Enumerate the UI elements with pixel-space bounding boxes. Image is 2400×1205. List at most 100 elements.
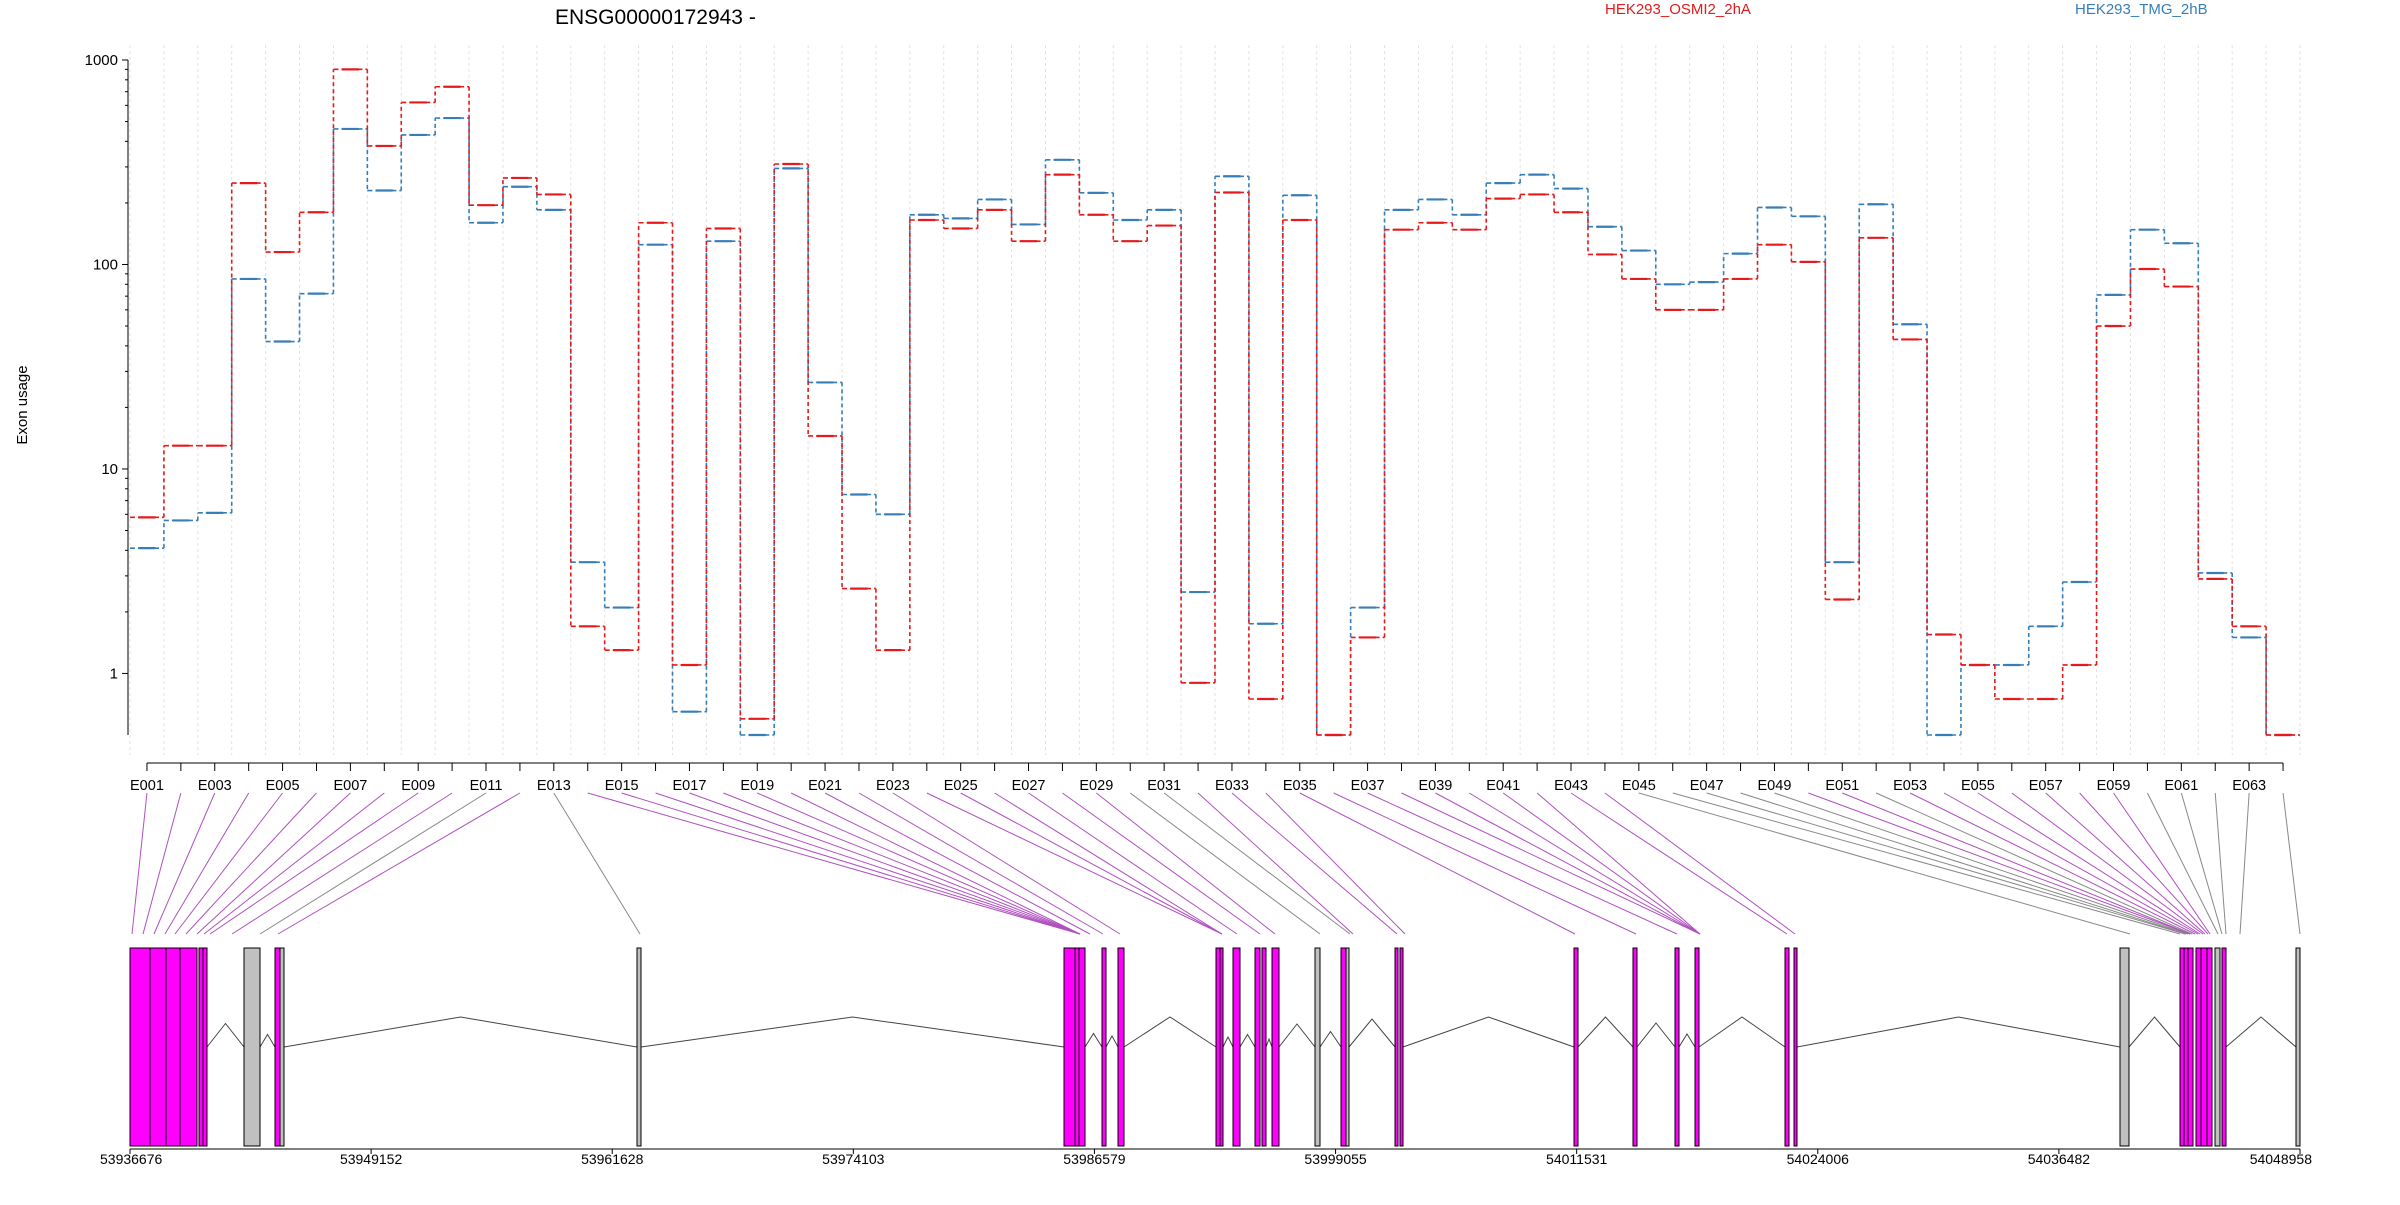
exon-connector (1367, 792, 1678, 935)
exon-connector (1197, 792, 1354, 935)
genomic-tick-label: 53999055 (1304, 1151, 1367, 1167)
genomic-tick-label: 53949152 (340, 1151, 403, 1167)
exon-connector (203, 792, 385, 935)
exon-significant (1793, 947, 1798, 1147)
exon-tick-label: E003 (198, 778, 232, 794)
intron-line (1265, 1037, 1273, 1048)
exon-connector (2282, 792, 2301, 935)
legend-series-1: HEK293_OSMI2_2hA (1605, 1, 1751, 18)
exon-tick-label: E051 (1825, 778, 1859, 794)
intron-line (1239, 1033, 1256, 1048)
y-axis-label: Exon usage (14, 365, 31, 444)
exon-connector (153, 792, 216, 935)
exon-connector (1808, 792, 2191, 935)
exon-connector (209, 792, 419, 935)
exon-connector (1536, 792, 1701, 935)
exon-tick-label: E007 (333, 778, 367, 794)
genomic-tick-label: 54036482 (2028, 1151, 2091, 1167)
exon-tick-label: E015 (605, 778, 639, 794)
genomic-tick-label: 53986579 (1063, 1151, 1126, 1167)
exon-significant (1573, 947, 1579, 1147)
exon-connector (196, 792, 351, 935)
y-tick-label: 1 (110, 665, 118, 682)
exon-tick-label: E027 (1012, 778, 1046, 794)
exon-significant (1340, 947, 1347, 1147)
intron-line (283, 1016, 638, 1048)
genomic-tick-label: 54011531 (1546, 1151, 1607, 1167)
exon-connector (1163, 792, 1351, 935)
exon-connector (790, 792, 1081, 935)
exon-connector (2180, 792, 2223, 935)
exon-not-significant (243, 947, 261, 1147)
exon-tick-label: E005 (266, 778, 300, 794)
intron-line (1348, 1018, 1396, 1048)
genomic-tick-label: 54048958 (2250, 1151, 2313, 1167)
exon-connector (1706, 792, 2186, 935)
intron-line (1636, 1022, 1676, 1048)
exon-connector (1638, 792, 2131, 935)
grid-lines (129, 45, 2301, 755)
exon-significant (1215, 947, 1221, 1147)
exon-significant (1101, 947, 1107, 1147)
exon-not-significant (2214, 947, 2221, 1147)
exon-connector (1469, 792, 1701, 935)
exon-significant (1271, 947, 1280, 1147)
exon-significant (165, 947, 181, 1147)
exon-significant (2187, 947, 2194, 1147)
series-lines (130, 68, 2300, 737)
exon-tick-label: E039 (1418, 778, 1452, 794)
exon-significant (2206, 947, 2213, 1147)
exon-tick-label: E023 (876, 778, 910, 794)
exon-connector (2239, 792, 2250, 935)
exon-connector (1875, 792, 2193, 935)
exon-not-significant (636, 947, 642, 1147)
exon-connector (553, 792, 641, 935)
exon-significant (2195, 947, 2202, 1147)
exon-connector (1943, 792, 2199, 935)
exon-not-significant (279, 947, 285, 1147)
exon-significant (2179, 947, 2185, 1147)
exon-connector (2146, 792, 2219, 935)
intron-line (1105, 1034, 1119, 1048)
y-tick-label: 100 (93, 256, 118, 273)
exon-not-significant (1345, 947, 1350, 1147)
intron-line (1402, 1016, 1575, 1048)
intron-line (1319, 1030, 1342, 1048)
exon-tick-label: E013 (537, 778, 571, 794)
genomic-tick-label: 53974103 (822, 1151, 885, 1167)
exon-connector (2214, 792, 2227, 935)
exon-connector (1909, 792, 2196, 935)
genomic-coordinate-axis: 53936676 53949152 53961628 53974103 53986579… (100, 1148, 2313, 1167)
exon-connector (231, 792, 453, 935)
exon-tick-label: E047 (1690, 778, 1724, 794)
intron-line (1084, 1032, 1103, 1048)
intron-line (1222, 1035, 1234, 1048)
exon-significant (2221, 947, 2227, 1147)
exon-tick-label: E063 (2232, 778, 2266, 794)
exon-significant (1694, 947, 1700, 1147)
exon-connector (1842, 792, 2191, 935)
exon-tick-label: E059 (2097, 778, 2131, 794)
exon-tick-label: E045 (1622, 778, 1656, 794)
exon-connector (1774, 792, 2189, 935)
exon-tick-label: E061 (2164, 778, 2198, 794)
y-axis: 1 10 100 1000 (85, 52, 129, 735)
exon-connector (655, 792, 1081, 935)
exon-connector (164, 792, 250, 935)
exon-connector (259, 792, 487, 935)
exon-tick-label: E001 (130, 778, 164, 794)
exon-connector (174, 792, 283, 935)
exon-connector (2011, 792, 2204, 935)
exon-connector (1299, 792, 1576, 935)
chart-title: ENSG00000172943 - (555, 6, 756, 29)
intron-line (1123, 1016, 1217, 1048)
exon-tick-label: E035 (1283, 778, 1317, 794)
intron-line (2225, 1016, 2297, 1048)
exon-connector (1062, 792, 1261, 935)
y-tick-label: 10 (101, 461, 118, 478)
exon-connector-lines (131, 792, 2301, 935)
intron-line (2128, 1016, 2181, 1048)
exon-tick-label: E009 (401, 778, 435, 794)
intron-line (259, 1033, 276, 1048)
